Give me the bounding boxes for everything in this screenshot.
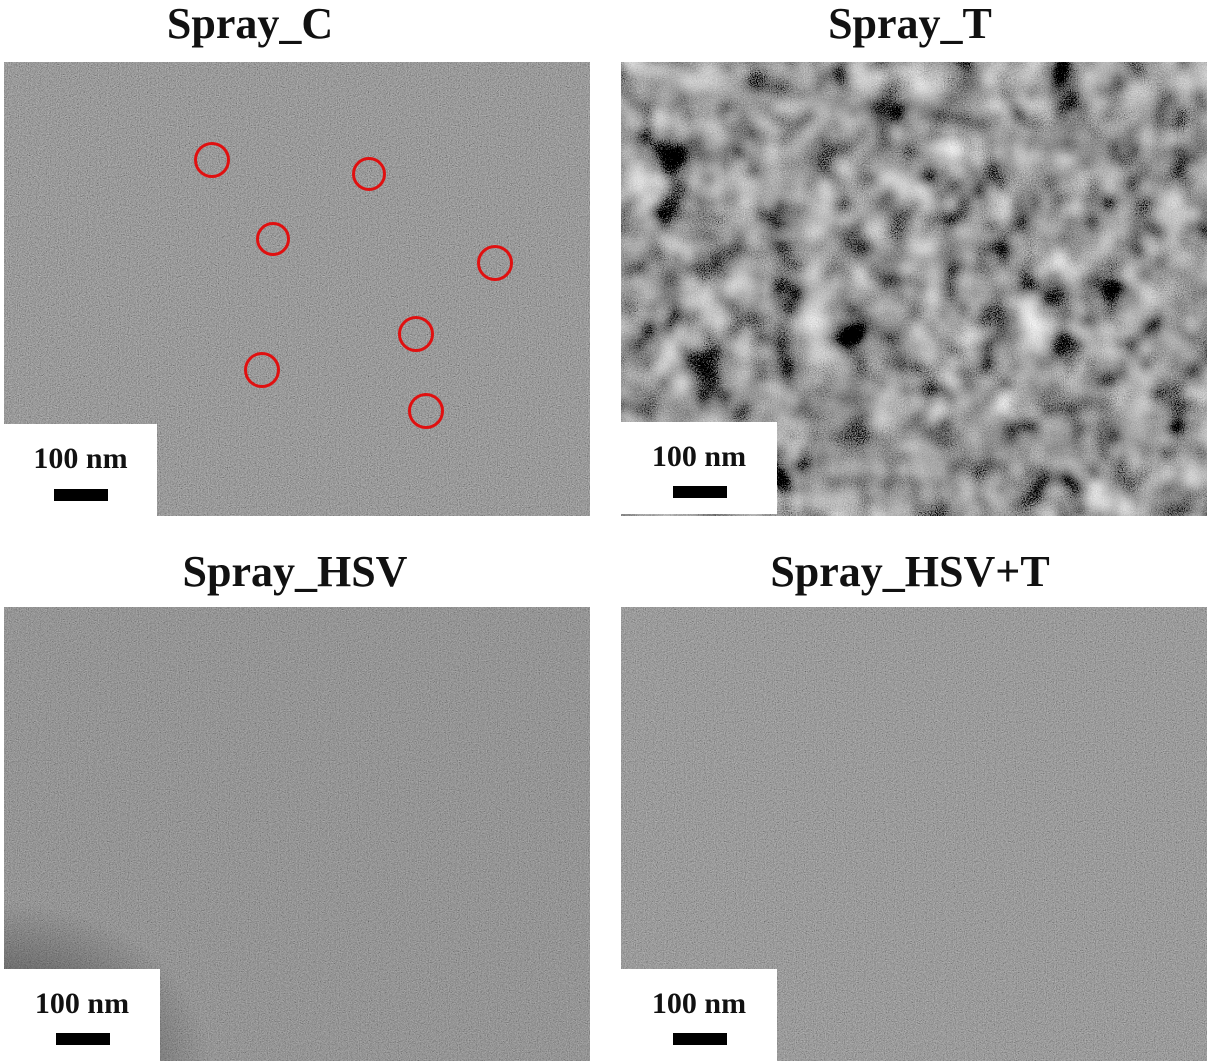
scale-bar-label: 100 nm [651, 440, 747, 473]
scale-bar-label: 100 nm [33, 442, 128, 475]
scale-bar [54, 489, 108, 501]
panel-title-spray-t: Spray_T [828, 0, 992, 48]
panel-title-spray-hsv: Spray_HSV [182, 547, 408, 596]
scale-bar-label: 100 nm [651, 987, 747, 1020]
micrograph-spray-hsv: 100 nm [4, 607, 590, 1061]
micrograph-spray-c: 100 nm [4, 62, 590, 516]
nanoparticle-marker [352, 157, 386, 191]
nanoparticle-marker [256, 222, 290, 256]
micrograph-spray-t: 100 nm [621, 62, 1207, 516]
nanoparticle-marker [398, 316, 434, 352]
scale-bar [56, 1033, 110, 1045]
micrograph-spray-hsv-t: 100 nm [621, 607, 1207, 1061]
scale-bar [673, 1033, 727, 1045]
scale-bar-label: 100 nm [34, 987, 130, 1020]
scale-bar-box: 100 nm [621, 422, 777, 514]
panel-title-spray-hsv-t: Spray_HSV+T [770, 547, 1050, 596]
scale-bar-box: 100 nm [621, 969, 777, 1061]
panel-title-spray-c: Spray_C [166, 0, 334, 48]
nanoparticle-marker [477, 245, 513, 281]
nanoparticle-marker [244, 352, 280, 388]
nanoparticle-marker [408, 393, 444, 429]
scale-bar [673, 486, 727, 498]
scale-bar-box: 100 nm [4, 969, 160, 1061]
scale-bar-box: 100 nm [4, 424, 157, 516]
nanoparticle-marker [194, 142, 230, 178]
